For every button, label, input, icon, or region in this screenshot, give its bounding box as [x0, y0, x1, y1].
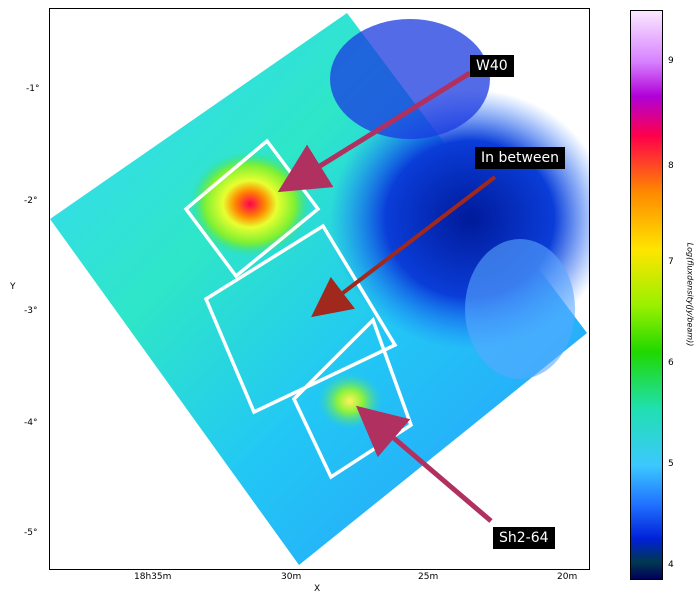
in-between-box: [203, 223, 398, 415]
colorbar-title: Log(fluxdensity(Jy/beam)): [685, 242, 695, 347]
x-tick: 30m: [281, 572, 302, 582]
y-tick: -1°: [26, 84, 40, 94]
colorbar-tick: 5: [668, 459, 674, 469]
in-between-arrow: [311, 175, 497, 318]
dark-cloud-north: [330, 19, 490, 139]
x-tick: 20m: [557, 572, 578, 582]
x-axis-label: X: [314, 584, 321, 594]
colorbar: [630, 10, 663, 580]
colorbar-tick: 7: [668, 257, 674, 267]
label-w40: W40: [470, 55, 514, 77]
sh2-64-box: [291, 316, 414, 480]
y-tick: -4°: [24, 418, 38, 428]
colorbar-tick: 4: [668, 560, 674, 570]
sky-map: W40 In between Sh2-64: [49, 8, 590, 570]
diffuse-region: [465, 239, 575, 379]
x-tick: 18h35m: [134, 572, 172, 582]
y-tick: -2°: [24, 196, 38, 206]
sh2-64-emission: [318, 373, 382, 429]
w40-arrow: [277, 70, 472, 193]
colorbar-tick: 8: [668, 161, 674, 171]
colorbar-tick: 6: [668, 358, 674, 368]
label-in-between: In between: [475, 147, 565, 169]
label-sh2-64: Sh2-64: [493, 527, 555, 549]
y-axis-label: Y: [10, 282, 16, 292]
y-tick: -3°: [24, 306, 38, 316]
x-tick: 25m: [418, 572, 439, 582]
sky-map-graphic: [50, 13, 589, 565]
sh2-64-arrow: [355, 405, 493, 523]
y-tick: -5°: [24, 528, 38, 538]
colorbar-tick: 9: [668, 56, 674, 66]
